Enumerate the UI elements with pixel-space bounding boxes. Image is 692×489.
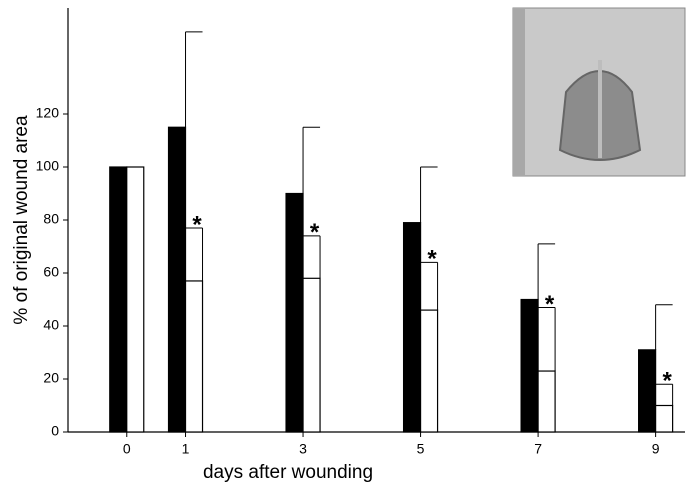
- bar: [167, 126, 187, 433]
- error-bar: [420, 166, 438, 223]
- x-axis-label: days after wounding: [203, 462, 373, 483]
- y-axis-label: % of original wound area: [11, 115, 32, 325]
- bar: [638, 349, 657, 433]
- bar: [126, 166, 145, 433]
- error-bar: [655, 304, 673, 350]
- significance-marker: *: [545, 291, 555, 318]
- x-tick-label: 0: [123, 441, 131, 457]
- y-tick-label: 120: [36, 105, 60, 121]
- significance-marker: *: [427, 246, 437, 273]
- significance-marker: *: [192, 211, 202, 238]
- bar: [184, 280, 204, 433]
- significance-marker: *: [310, 219, 320, 246]
- x-tick-label: 3: [299, 441, 307, 457]
- error-bar: [655, 383, 674, 406]
- bar: [655, 404, 674, 433]
- error-bar: [303, 235, 321, 279]
- error-bar: [538, 306, 556, 372]
- bar: [537, 370, 556, 433]
- bar: [520, 298, 539, 433]
- y-tick-label: 60: [43, 264, 59, 280]
- bar: [402, 222, 422, 433]
- error-bar: [537, 243, 556, 300]
- x-tick-label: 9: [652, 441, 660, 457]
- x-tick-label: 7: [534, 441, 542, 457]
- y-tick-label: 100: [36, 158, 60, 174]
- y-tick-label: 20: [43, 370, 59, 386]
- error-bar: [185, 31, 203, 128]
- error-bar: [185, 227, 204, 281]
- bar: [419, 309, 439, 433]
- bar: [302, 277, 321, 433]
- error-bar: [302, 126, 321, 194]
- y-tick-label: 80: [43, 211, 59, 227]
- x-tick-label: 1: [182, 441, 190, 457]
- y-tick-label: 40: [43, 317, 59, 333]
- error-bar: [420, 261, 439, 311]
- significance-marker: *: [662, 368, 672, 395]
- bar: [285, 192, 304, 433]
- bar: [109, 166, 128, 433]
- photo-ruler: [513, 8, 525, 176]
- x-tick-label: 5: [417, 441, 425, 457]
- y-tick-label: 0: [51, 423, 59, 439]
- inset-photo: [512, 7, 686, 177]
